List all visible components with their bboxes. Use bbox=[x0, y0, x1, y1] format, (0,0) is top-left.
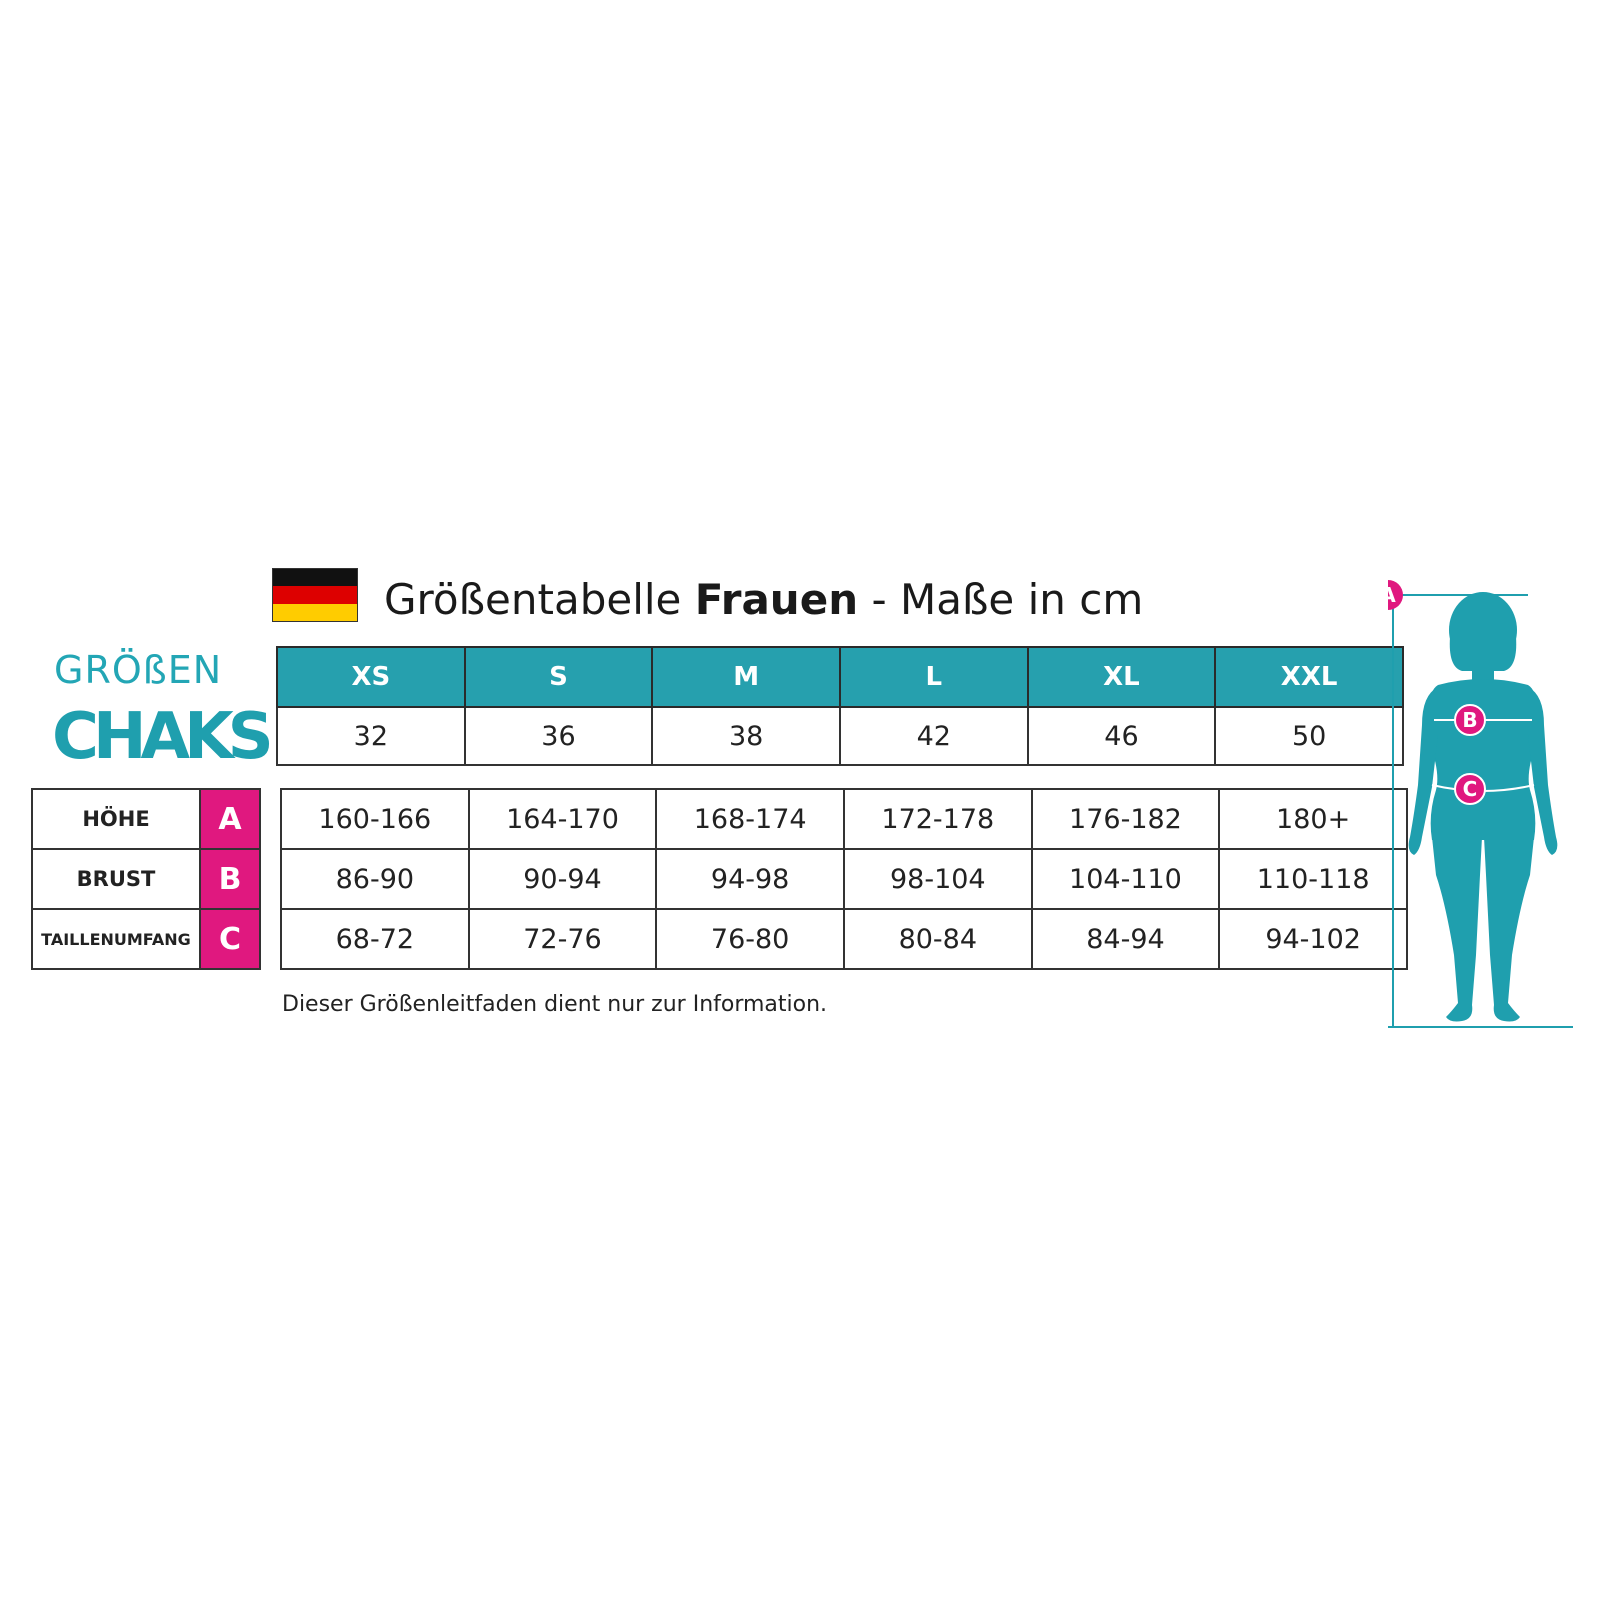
measurement-label-table: HÖHE A BRUST B TAILLENUMFANG C bbox=[31, 788, 261, 970]
measurement-value: 68-72 bbox=[280, 908, 470, 970]
size-number-row: 32 36 38 42 46 50 bbox=[276, 706, 1404, 766]
measurement-value: 104-110 bbox=[1030, 848, 1221, 910]
woman-silhouette-icon bbox=[1408, 592, 1558, 1022]
disclaimer-note: Dieser Größenleitfaden dient nur zur Inf… bbox=[282, 992, 828, 1017]
measurement-label: HÖHE bbox=[31, 788, 201, 850]
measurement-values-table: 160-166 164-170 168-174 172-178 176-182 … bbox=[280, 788, 1408, 970]
page-title: Größentabelle Frauen - Maße in cm bbox=[384, 572, 1143, 628]
size-header: L bbox=[838, 646, 1029, 708]
measurement-letter-badge: A bbox=[199, 788, 261, 850]
title-bold: Frauen bbox=[694, 575, 859, 624]
marker-c-icon: C bbox=[1454, 773, 1486, 805]
size-number: 36 bbox=[463, 706, 654, 766]
size-number: 46 bbox=[1026, 706, 1217, 766]
title-suffix: - Maße in cm bbox=[871, 575, 1144, 624]
marker-a-icon: A bbox=[1388, 580, 1403, 610]
label-row-height: HÖHE A bbox=[31, 788, 261, 850]
table-row: 160-166 164-170 168-174 172-178 176-182 … bbox=[280, 788, 1408, 850]
size-header: M bbox=[651, 646, 841, 708]
measurement-value: 76-80 bbox=[655, 908, 845, 970]
size-header: S bbox=[463, 646, 654, 708]
measurement-value: 98-104 bbox=[842, 848, 1033, 910]
measurement-value: 94-102 bbox=[1218, 908, 1408, 970]
marker-a-label: A bbox=[1388, 583, 1396, 607]
marker-b-label: B bbox=[1462, 708, 1477, 732]
label-row-waist: TAILLENUMFANG C bbox=[31, 908, 261, 970]
measurement-label: BRUST bbox=[31, 848, 201, 910]
size-header: XL bbox=[1026, 646, 1217, 708]
measurement-letter-badge: C bbox=[199, 908, 261, 970]
logo-main-text: CHAKS bbox=[52, 700, 274, 774]
measurement-letter-badge: B bbox=[199, 848, 261, 910]
measurement-value: 84-94 bbox=[1030, 908, 1221, 970]
size-number: 50 bbox=[1214, 706, 1404, 766]
size-number: 42 bbox=[838, 706, 1029, 766]
measurement-value: 80-84 bbox=[842, 908, 1033, 970]
size-number: 38 bbox=[651, 706, 841, 766]
size-table: XS S M L XL XXL 32 36 38 42 46 50 bbox=[276, 646, 1404, 766]
flag-stripe-black bbox=[273, 569, 357, 587]
measurement-value: 168-174 bbox=[655, 788, 845, 850]
marker-b-icon: B bbox=[1454, 704, 1486, 736]
size-header-row: XS S M L XL XXL bbox=[276, 646, 1404, 708]
logo-top-text: GRÖßEN bbox=[54, 648, 223, 692]
label-row-chest: BRUST B bbox=[31, 848, 261, 910]
body-figure-illustration: A B C bbox=[1388, 580, 1573, 1028]
marker-c-label: C bbox=[1463, 777, 1478, 801]
measurement-value: 90-94 bbox=[467, 848, 658, 910]
measurement-value: 172-178 bbox=[842, 788, 1033, 850]
measurement-value: 180+ bbox=[1218, 788, 1408, 850]
flag-stripe-red bbox=[273, 586, 357, 604]
measurement-value: 176-182 bbox=[1030, 788, 1221, 850]
size-header: XS bbox=[276, 646, 466, 708]
table-row: 68-72 72-76 76-80 80-84 84-94 94-102 bbox=[280, 908, 1408, 970]
title-prefix: Größentabelle bbox=[384, 575, 682, 624]
measurement-value: 94-98 bbox=[655, 848, 845, 910]
table-row: 86-90 90-94 94-98 98-104 104-110 110-118 bbox=[280, 848, 1408, 910]
size-number: 32 bbox=[276, 706, 466, 766]
measurement-value: 86-90 bbox=[280, 848, 470, 910]
size-header: XXL bbox=[1214, 646, 1404, 708]
measurement-value: 72-76 bbox=[467, 908, 658, 970]
measurement-value: 160-166 bbox=[280, 788, 470, 850]
measurement-value: 110-118 bbox=[1218, 848, 1408, 910]
measurement-value: 164-170 bbox=[467, 788, 658, 850]
measurement-label: TAILLENUMFANG bbox=[31, 908, 201, 970]
flag-stripe-gold bbox=[273, 603, 357, 621]
german-flag-icon bbox=[272, 568, 358, 622]
